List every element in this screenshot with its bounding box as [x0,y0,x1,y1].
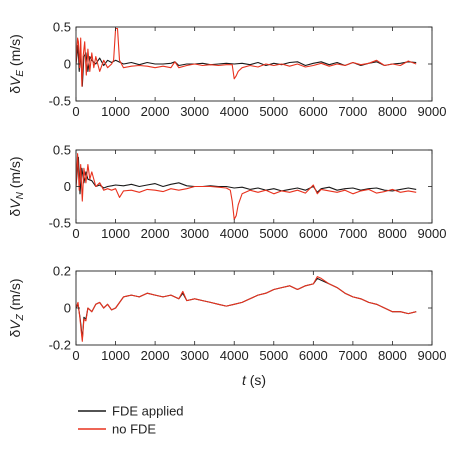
x-tick-label: 6000 [299,226,328,241]
x-tick-label: 7000 [338,226,367,241]
x-tick-label: 1000 [101,226,130,241]
x-tick-label: 2000 [141,226,170,241]
x-tick-label: 7000 [338,348,367,363]
x-tick-label: 6000 [299,104,328,119]
y-tick-label: 0 [64,301,71,316]
y-axis-label-unit: (m/s) [7,156,23,192]
y-tick-label: 0.2 [53,264,71,279]
x-tick-label: 5000 [259,348,288,363]
y-axis-label-unit: (m/s) [7,34,23,70]
plot-frame [75,270,433,346]
legend-label-fde-applied: FDE applied [112,404,184,419]
series-line-fde-applied [76,44,417,87]
x-tick-label: 8000 [378,104,407,119]
x-axis-label: t (s) [242,372,266,388]
y-axis-label-sub: E [15,70,26,77]
y-axis-label-sub: Z [15,313,26,321]
series-line-no-fde [76,27,417,87]
y-axis-label-var: V [7,198,23,209]
x-axis-label-unit: (s) [246,372,266,388]
y-axis-label-prefix: δ [7,330,23,338]
y-axis-label-var: V [7,319,23,330]
x-tick-label: 3000 [180,104,209,119]
x-tick-label: 8000 [378,348,407,363]
x-tick-label: 5000 [259,226,288,241]
legend-label-no-fde: no FDE [112,422,156,437]
plot-frame [75,149,433,224]
x-axis-label-var: t [242,372,247,388]
y-axis-label: δVN (m/s) [7,156,26,216]
y-axis-label-unit: (m/s) [7,278,23,314]
y-tick-label: 0 [64,57,71,72]
y-axis-label-var: V [7,75,23,86]
y-tick-label: -0.5 [49,94,71,109]
chart-panel-1: 0 1000 2000 3000 4000 5000 6000 7000 8000 9000 -0.… [7,20,446,120]
x-tick-label: 4000 [220,226,249,241]
x-tick-label: 0 [72,348,79,363]
y-axis-label-sub: N [15,191,26,199]
x-tick-label: 9000 [418,104,447,119]
x-tick-label: 0 [72,104,79,119]
y-axis-label: δVZ (m/s) [7,278,26,337]
x-tick-label: 4000 [220,348,249,363]
x-tick-label: 2000 [141,104,170,119]
x-tick-label: 2000 [141,348,170,363]
y-tick-label: 0 [64,179,71,194]
y-tick-label: 0.5 [53,20,71,35]
y-axis-label: δVE (m/s) [7,34,26,94]
chart-panel-2: 0 1000 2000 3000 4000 5000 6000 7000 8000 9000 -0.… [7,143,446,242]
x-tick-label: 4000 [220,104,249,119]
series-line-no-fde [76,276,417,342]
x-tick-label: 3000 [180,348,209,363]
x-tick-label: 0 [72,226,79,241]
x-tick-label: 5000 [259,104,288,119]
x-tick-label: 1000 [101,348,130,363]
series-line-no-fde [76,153,417,220]
series-line-fde-applied [76,277,417,340]
y-tick-label: -0.5 [49,216,71,231]
x-tick-label: 1000 [101,104,130,119]
y-axis-label-prefix: δ [7,209,23,217]
x-tick-label: 7000 [338,104,367,119]
legend: FDE applied no FDE [78,404,184,437]
chart-panel-3: 0 1000 2000 3000 4000 5000 6000 7000 8000 9000 -0.… [7,264,446,389]
x-tick-label: 9000 [418,226,447,241]
x-tick-label: 3000 [180,226,209,241]
x-tick-label: 9000 [418,348,447,363]
y-tick-label: -0.2 [49,338,71,353]
x-tick-label: 6000 [299,348,328,363]
x-tick-label: 8000 [378,226,407,241]
series-line-fde-applied [76,156,417,195]
y-tick-label: 0.5 [53,143,71,158]
y-axis-label-prefix: δ [7,86,23,94]
